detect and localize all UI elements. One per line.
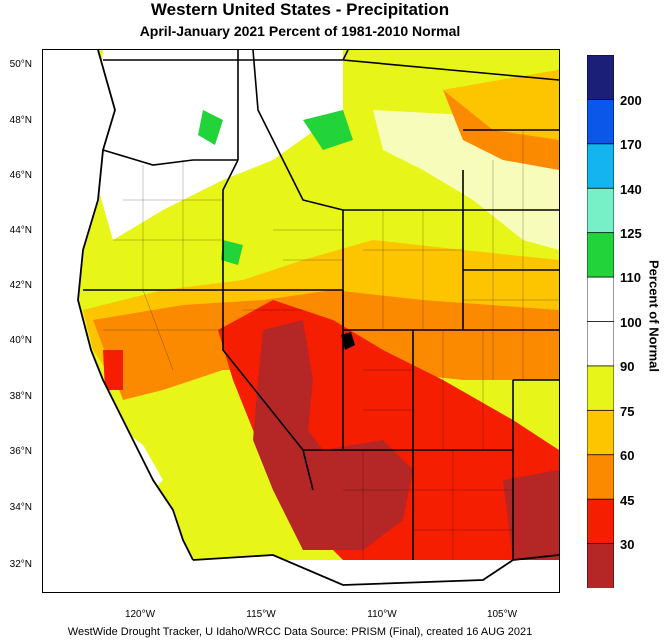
legend-label: 90	[620, 359, 635, 374]
legend-label: 170	[620, 137, 642, 152]
map-canvas	[43, 50, 559, 590]
legend-swatch	[586, 321, 615, 367]
legend-label: 100	[620, 315, 642, 330]
legend-label: 30	[620, 537, 635, 552]
legend-label: 125	[620, 226, 642, 241]
lon-label: 105°W	[486, 609, 518, 620]
legend-swatch	[586, 409, 615, 456]
lat-label: 38°N	[9, 391, 32, 402]
legend-swatch	[586, 99, 615, 145]
legend-swatch	[586, 498, 615, 545]
lat-label: 40°N	[9, 335, 32, 346]
lat-label: 48°N	[9, 115, 32, 126]
legend-swatch	[586, 187, 615, 234]
legend-swatch	[586, 143, 615, 190]
map-subtitle: April-January 2021 Percent of 1981-2010 …	[139, 23, 461, 39]
lat-label: 32°N	[9, 559, 32, 570]
lat-label: 50°N	[9, 59, 32, 70]
lat-label: 34°N	[9, 502, 32, 513]
legend-swatch	[586, 54, 615, 101]
lon-label: 110°W	[367, 609, 397, 620]
map-title: Western United States - Precipitation	[150, 0, 450, 19]
footer-credit: WestWide Drought Tracker, U Idaho/WRCC D…	[67, 626, 533, 638]
lat-label: 44°N	[9, 225, 32, 236]
great-salt-lake	[341, 332, 355, 350]
legend-swatch	[586, 454, 615, 501]
lon-label: 120°W	[124, 609, 156, 620]
legend-label: 45	[620, 493, 635, 508]
county-lines	[103, 130, 559, 560]
legend-swatch	[586, 543, 615, 589]
legend-swatch	[586, 276, 615, 323]
lat-label: 42°N	[9, 280, 32, 291]
precipitation-map	[42, 49, 560, 593]
legend-title: Percent of Normal	[646, 260, 662, 372]
legend-swatch	[586, 232, 615, 278]
legend-label: 110	[620, 270, 641, 285]
legend-label: 200	[620, 93, 642, 108]
legend-colorbar	[586, 54, 615, 589]
legend-swatches	[586, 54, 615, 589]
lon-label: 115°W	[246, 609, 276, 620]
state-boundaries	[83, 50, 559, 560]
lat-label: 46°N	[9, 170, 32, 181]
legend-swatch	[586, 365, 615, 412]
legend-label: 60	[620, 448, 635, 463]
legend-label: 140	[620, 182, 642, 197]
lat-label: 36°N	[9, 446, 32, 457]
legend-label: 75	[620, 404, 635, 419]
